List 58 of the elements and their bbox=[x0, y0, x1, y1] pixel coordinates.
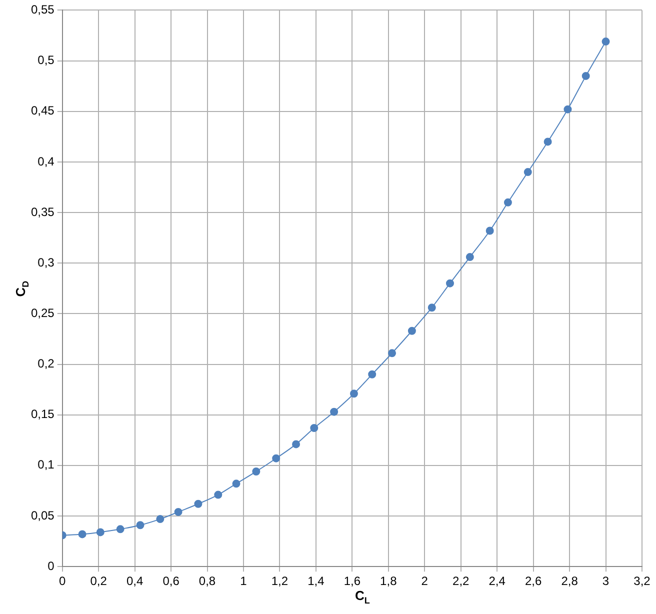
y-tick-label: 0,4 bbox=[38, 154, 55, 168]
y-tick-label: 0,45 bbox=[30, 104, 55, 118]
point bbox=[194, 500, 202, 508]
y-tick-label: 0,35 bbox=[30, 204, 55, 219]
y-tick-label: 0,55 bbox=[30, 2, 55, 17]
point bbox=[214, 490, 222, 499]
point bbox=[368, 370, 376, 378]
y-tick-label: 0,05 bbox=[30, 508, 55, 522]
point bbox=[428, 304, 436, 312]
y-tick-label: 0,5 bbox=[38, 53, 55, 68]
x-tick-label: 2,6 bbox=[524, 574, 542, 588]
x-tick-label: 1,2 bbox=[271, 574, 288, 588]
point bbox=[310, 424, 318, 432]
x-axis-title: C$_{L}$ bbox=[355, 588, 370, 606]
y-tick-label: 0,2 bbox=[38, 356, 55, 371]
x-tick-label: 0,6 bbox=[162, 574, 180, 588]
point bbox=[544, 138, 552, 146]
point bbox=[174, 508, 182, 516]
x-tick-label: 3,2 bbox=[634, 574, 651, 588]
point bbox=[582, 72, 590, 80]
y-tick-label: 0,3 bbox=[38, 255, 55, 270]
point bbox=[232, 480, 240, 488]
point bbox=[564, 105, 572, 114]
point bbox=[96, 528, 104, 536]
point bbox=[486, 226, 494, 235]
y-tick-label: 0,25 bbox=[30, 306, 55, 320]
x-tick-label: 1,8 bbox=[380, 574, 398, 588]
point bbox=[272, 454, 280, 462]
x-tick-label: 3 bbox=[602, 574, 610, 588]
x-tick-label: 2,8 bbox=[561, 574, 578, 588]
point bbox=[504, 198, 512, 206]
point bbox=[466, 253, 474, 262]
x-tick-label: 0,2 bbox=[90, 574, 108, 588]
point bbox=[292, 440, 300, 448]
x-tick-label: 2,4 bbox=[488, 574, 506, 588]
point bbox=[136, 521, 144, 530]
point bbox=[602, 38, 610, 46]
point bbox=[350, 390, 358, 398]
x-tick-label: 1 bbox=[240, 574, 248, 588]
point bbox=[388, 349, 396, 358]
point bbox=[252, 468, 260, 476]
point bbox=[116, 525, 124, 534]
point bbox=[408, 326, 416, 335]
y-tick-label: 0,15 bbox=[30, 407, 55, 422]
y-tick-label: 0,1 bbox=[38, 458, 55, 472]
point bbox=[330, 408, 338, 416]
x-tick-label: 0,8 bbox=[198, 574, 216, 588]
x-tick-label: 2 bbox=[421, 574, 428, 588]
x-tick-label: 2,2 bbox=[452, 574, 470, 588]
point bbox=[78, 530, 86, 538]
point bbox=[446, 279, 454, 288]
y-tick-label: 0 bbox=[48, 558, 55, 573]
x-tick-label: 0,4 bbox=[126, 574, 144, 588]
x-tick-label: 1,4 bbox=[308, 574, 325, 588]
point bbox=[156, 515, 164, 524]
x-tick-label: 1,6 bbox=[344, 574, 361, 588]
x-tick-label: 0 bbox=[59, 574, 66, 588]
point bbox=[524, 168, 532, 176]
